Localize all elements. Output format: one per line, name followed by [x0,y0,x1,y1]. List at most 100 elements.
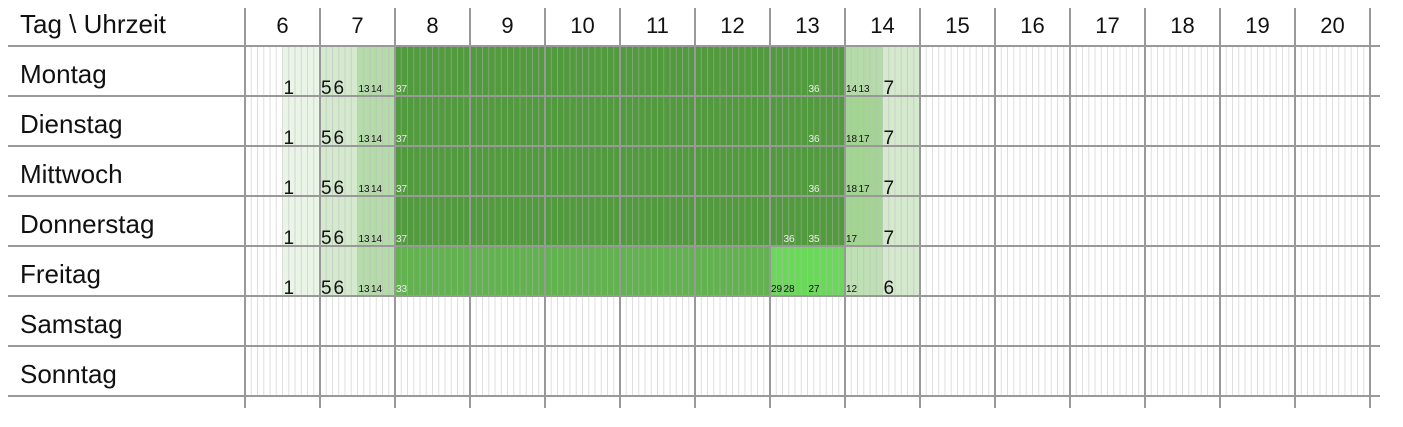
hour-label: 17 [1095,13,1119,38]
hour-label: 6 [276,13,288,38]
occupancy-cell [320,196,333,246]
count-label: 14 [371,284,383,295]
count-label: 6 [334,278,345,299]
count-label: 13 [859,84,871,95]
occupancy-cell [782,246,808,296]
count-label: 36 [809,84,821,95]
occupancy-cell [782,196,808,246]
occupancy-cell [332,96,358,146]
count-label: 37 [396,84,408,95]
count-label: 6 [334,128,345,149]
count-label: 5 [321,178,332,199]
count-label: 37 [396,134,408,145]
count-label: 5 [321,228,332,249]
count-label: 1 [284,78,295,99]
day-label: Freitag [20,259,101,289]
count-label: 6 [334,228,345,249]
count-label: 1 [284,228,295,249]
count-label: 36 [784,234,796,245]
count-label: 12 [846,284,858,295]
occupancy-cell [320,96,333,146]
count-label: 1 [284,178,295,199]
hour-label: 18 [1170,13,1194,38]
count-label: 28 [784,284,796,295]
occupancy-cell [882,196,920,246]
count-label: 13 [359,184,371,195]
occupancy-cell [395,146,808,196]
occupancy-cell [332,46,358,96]
occupancy-cell [882,46,920,96]
occupancy-cell [320,146,333,196]
occupancy-cell [370,96,395,146]
occupancy-cell [370,46,395,96]
occupancy-cell [807,46,845,96]
occupancy-cell [845,196,883,246]
count-label: 7 [884,228,895,249]
count-label: 7 [884,128,895,149]
day-label: Donnerstag [20,209,154,239]
hour-label: 10 [570,13,594,38]
day-label: Mittwoch [20,159,123,189]
count-label: 13 [359,134,371,145]
occupancy-cell [357,46,370,96]
occupancy-cell [882,246,920,296]
occupancy-cell [357,196,370,246]
count-label: 6 [334,78,345,99]
occupancy-cell [845,96,858,146]
occupancy-cell [332,246,358,296]
occupancy-cell [357,146,370,196]
occupancy-cell [857,146,883,196]
occupancy-cell [282,196,320,246]
occupancy-cell [845,46,858,96]
occupancy-cell [395,246,770,296]
hour-label: 15 [945,13,969,38]
hour-label: 12 [720,13,744,38]
count-label: 37 [396,234,408,245]
occupancy-cell [357,96,370,146]
hour-label: 16 [1020,13,1044,38]
occupancy-cell [857,46,883,96]
count-label: 17 [859,184,871,195]
occupancy-cell [845,146,858,196]
occupancy-cell [845,246,883,296]
count-label: 27 [809,284,821,295]
count-label: 14 [846,84,858,95]
occupancy-cell [770,246,783,296]
occupancy-cell [282,46,320,96]
day-label: Dienstag [20,109,123,139]
hour-label: 8 [426,13,438,38]
occupancy-cell [807,246,845,296]
occupancy-cell [332,196,358,246]
count-label: 35 [809,234,821,245]
occupancy-cell [282,246,320,296]
count-label: 14 [371,84,383,95]
hour-label: 19 [1245,13,1269,38]
count-label: 5 [321,278,332,299]
occupancy-cell [882,96,920,146]
occupancy-cell [857,96,883,146]
count-label: 1 [284,128,295,149]
count-label: 14 [371,184,383,195]
occupancy-cell [807,146,845,196]
count-label: 7 [884,78,895,99]
count-label: 36 [809,184,821,195]
hour-label: 13 [795,13,819,38]
day-label: Sonntag [20,359,117,389]
hour-label: 14 [870,13,894,38]
count-label: 36 [809,134,821,145]
count-label: 5 [321,78,332,99]
hour-label: 20 [1320,13,1344,38]
hour-label: 7 [351,13,363,38]
occupancy-cell [882,146,920,196]
count-label: 13 [359,284,371,295]
count-label: 33 [396,284,408,295]
occupancy-cell [395,46,808,96]
count-label: 13 [359,234,371,245]
occupancy-cell [370,196,395,246]
count-label: 13 [359,84,371,95]
occupancy-cell [320,46,333,96]
occupancy-cell [807,196,845,246]
occupancy-cell [320,246,333,296]
count-label: 7 [884,178,895,199]
